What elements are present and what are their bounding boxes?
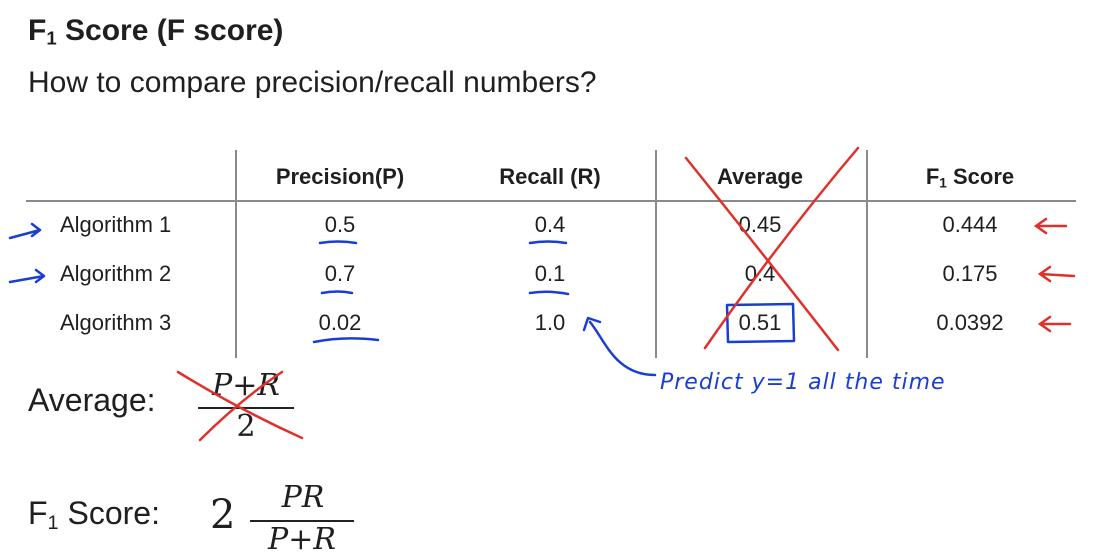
row-3-f1: 0.0392: [936, 310, 1004, 335]
row-1-average: 0.45: [738, 212, 782, 237]
row-2-average: 0.4: [744, 261, 776, 286]
header-f1-subscript: 1: [939, 175, 947, 191]
table-header-rule: [26, 200, 1076, 202]
f1-numerator: PR: [281, 480, 325, 515]
row-2-label: Algorithm 2: [60, 261, 172, 286]
underline-r1: [528, 240, 568, 245]
red-ink: [176, 146, 1076, 442]
f1-coefficient: 2: [210, 492, 236, 538]
header-f1-score: F1 Score: [880, 164, 1060, 190]
title-main: F: [28, 14, 47, 47]
f1-label-subscript: 1: [47, 511, 59, 534]
slide-title: F1 Score (F score): [28, 14, 283, 48]
header-precision: Precision(P): [275, 164, 405, 189]
blue-ink: [8, 222, 796, 377]
f1-fraction-bar: [250, 520, 354, 522]
row-3-precision: 0.02: [318, 310, 362, 335]
f1-label: F1 Score:: [28, 495, 160, 534]
row-1-f1: 0.444: [942, 212, 998, 237]
underline-p1: [318, 240, 358, 245]
slide-subtitle: How to compare precision/recall numbers?: [28, 66, 597, 99]
row-1-precision: 0.5: [324, 212, 356, 237]
header-recall: Recall (R): [499, 164, 601, 189]
table-divider-2: [655, 150, 657, 358]
title-rest: Score (F score): [56, 14, 284, 47]
average-label: Average:: [28, 382, 156, 418]
f1-label-rest: Score:: [58, 495, 160, 531]
row-2-precision: 0.7: [324, 261, 356, 286]
table-divider-3: [866, 150, 868, 358]
row-2-f1: 0.175: [942, 261, 998, 286]
row-1-recall: 0.4: [534, 212, 566, 237]
handwritten-note: Predict y=1 all the time: [660, 370, 946, 395]
average-numerator: P+R: [212, 368, 280, 403]
f1-label-main: F: [28, 495, 48, 531]
row-3-average: 0.51: [738, 310, 782, 335]
header-average: Average: [716, 164, 803, 189]
table-divider-1: [235, 150, 237, 358]
underline-p3: [312, 337, 380, 344]
row-3-recall: 1.0: [534, 310, 566, 335]
blue-arrow-row-2-icon: [8, 268, 46, 284]
row-3-label: Algorithm 3: [60, 310, 172, 335]
title-subscript: 1: [46, 27, 57, 49]
average-denominator: 2: [236, 409, 256, 444]
row-2-recall: 0.1: [534, 261, 566, 286]
underline-p2: [320, 290, 354, 295]
row-1-label: Algorithm 1: [60, 212, 172, 237]
blue-arrow-row-1-icon: [8, 222, 42, 240]
header-f1-rest: Score: [946, 164, 1015, 189]
header-f1-main: F: [925, 164, 940, 189]
f1-denominator: P+R: [268, 522, 336, 557]
underline-r2: [528, 290, 570, 296]
